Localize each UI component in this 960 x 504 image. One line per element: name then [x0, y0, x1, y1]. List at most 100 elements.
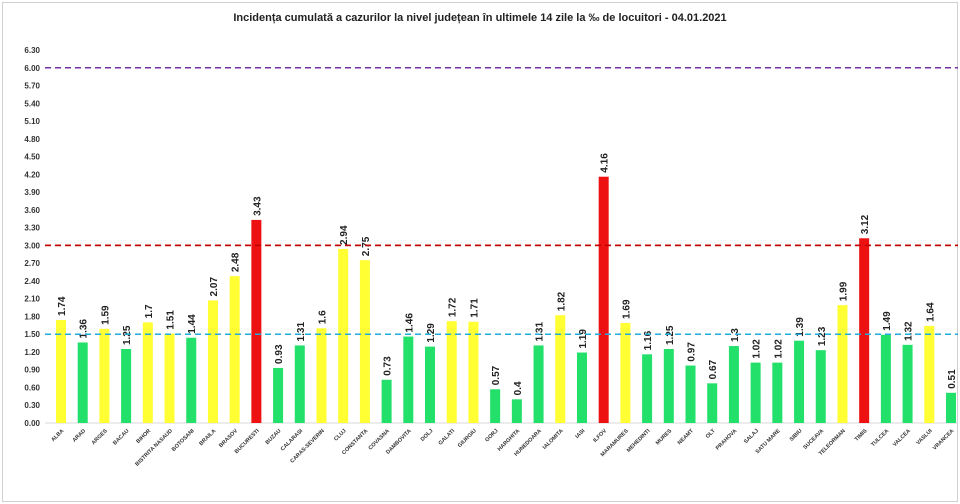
x-tick-label: VASLUI	[915, 428, 934, 447]
data-label: 1.19	[578, 329, 589, 349]
bar	[772, 362, 783, 423]
bar	[338, 248, 349, 423]
x-tick-label: VALCEA	[892, 428, 912, 448]
data-label: 1.6	[317, 310, 328, 324]
data-label: 1.69	[621, 299, 632, 319]
data-label: 1.29	[426, 323, 437, 343]
data-label: 4.16	[600, 153, 611, 173]
data-label: 1.23	[817, 326, 828, 346]
data-label: 1.02	[773, 339, 784, 359]
data-label: 3.43	[252, 196, 263, 216]
bar	[924, 325, 935, 423]
bar	[576, 352, 587, 423]
y-tick-label: 4.20	[24, 170, 40, 179]
data-label: 1.82	[556, 291, 567, 311]
x-tick-label: IASI	[575, 428, 587, 440]
data-label: 1.51	[166, 310, 177, 330]
data-label: 1.25	[665, 325, 676, 345]
bar	[946, 392, 956, 423]
bar	[794, 340, 805, 423]
bar	[815, 350, 826, 423]
x-tick-label: BACAU	[112, 428, 130, 446]
bar	[186, 337, 197, 423]
x-tick-label: MURES	[655, 428, 674, 447]
x-tick-label: ARAD	[72, 428, 87, 443]
bar	[273, 367, 284, 423]
data-label: 1.16	[643, 330, 654, 350]
bar	[207, 300, 218, 423]
chart-title: Incidența cumulată a cazurilor la nivel …	[233, 12, 727, 24]
data-label: 1.31	[535, 322, 546, 342]
data-label: 1.46	[404, 313, 415, 333]
y-tick-label: 0.30	[24, 401, 40, 410]
bar	[56, 319, 66, 423]
x-tick-label: BIHOR	[135, 428, 152, 445]
y-tick-label: 2.70	[24, 259, 40, 268]
y-tick-label: 3.90	[24, 188, 40, 197]
x-tick-label: TIMIS	[854, 428, 869, 443]
data-label: 2.75	[361, 236, 372, 256]
bar	[294, 345, 305, 423]
x-tick-label: ALBA	[50, 428, 65, 443]
x-tick-label: ILFOV	[592, 428, 608, 444]
y-tick-label: 5.70	[24, 82, 40, 91]
bar	[229, 276, 240, 423]
x-tick-label: GORJ	[484, 428, 499, 443]
bar	[555, 315, 566, 423]
bar	[99, 328, 110, 423]
x-tick-label: BRASOV	[218, 428, 239, 449]
data-label: 1.31	[296, 322, 307, 342]
data-label: 0.67	[708, 359, 719, 379]
x-tick-label: IALOMITA	[542, 428, 565, 451]
y-tick-label: 1.20	[24, 348, 40, 357]
bar	[663, 348, 674, 423]
y-tick-label: 6.30	[24, 46, 40, 55]
data-label: 1.71	[469, 298, 480, 318]
x-tick-label: VRANCEA	[932, 428, 955, 451]
y-tick-label: 0.90	[24, 366, 40, 375]
x-tick-label: BRAILA	[198, 428, 217, 447]
y-tick-label: 2.10	[24, 295, 40, 304]
y-tick-label: 1.50	[24, 330, 40, 339]
data-label: 1.72	[448, 297, 459, 317]
x-tick-label: MEHEDINTI	[626, 428, 652, 454]
x-tick-label: SIBIU	[789, 428, 804, 443]
data-label: 1.7	[144, 304, 155, 318]
bar	[511, 399, 522, 423]
data-label: 1.64	[925, 302, 936, 322]
bar	[381, 379, 392, 423]
y-tick-label: 5.40	[24, 99, 40, 108]
y-tick-label: 3.30	[24, 224, 40, 233]
bar	[251, 219, 262, 423]
x-tick-label: PRAHOVA	[715, 428, 738, 451]
bar	[707, 383, 718, 423]
bar	[598, 176, 609, 423]
y-tick-label: 0.00	[24, 419, 40, 428]
y-tick-label: 1.80	[24, 312, 40, 321]
bar	[121, 348, 132, 423]
data-label: 0.97	[687, 342, 698, 362]
y-tick-label: 3.00	[24, 241, 40, 250]
data-label: 1.59	[100, 305, 111, 325]
bar	[468, 321, 479, 423]
x-tick-label: ARGES	[91, 428, 109, 446]
bar	[446, 321, 457, 423]
data-label: 2.48	[231, 252, 242, 272]
data-label: 1.99	[838, 281, 849, 301]
data-label: 1.02	[752, 339, 763, 359]
data-label: 1.44	[187, 314, 198, 334]
data-label: 1.39	[795, 317, 806, 337]
y-tick-label: 3.60	[24, 206, 40, 215]
data-label: 0.73	[383, 356, 394, 376]
bar	[642, 354, 653, 423]
bar	[750, 362, 761, 423]
y-tick-label: 2.40	[24, 277, 40, 286]
bar	[359, 260, 370, 423]
bar	[403, 336, 414, 423]
y-tick-label: 6.00	[24, 64, 40, 73]
x-tick-label: GIURGIU	[457, 428, 478, 449]
x-tick-label: BUZAU	[265, 428, 283, 446]
y-tick-label: 5.10	[24, 117, 40, 126]
bar	[533, 345, 544, 423]
